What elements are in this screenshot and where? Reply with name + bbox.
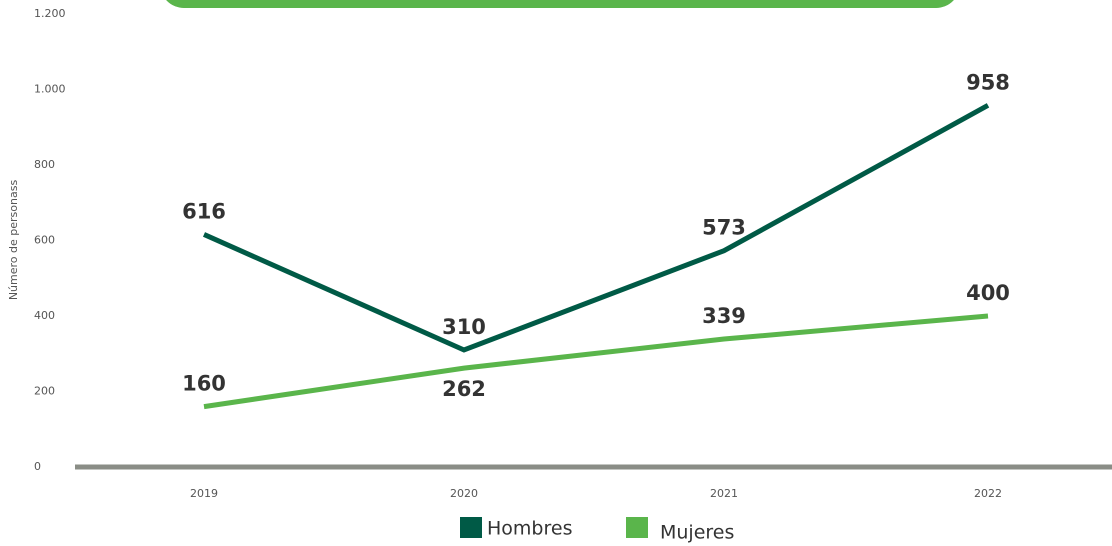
y-tick-label: 0 xyxy=(34,460,41,473)
data-label: 160 xyxy=(182,372,226,396)
legend-label: Mujeres xyxy=(660,522,734,544)
y-tick-label: 400 xyxy=(34,309,55,322)
x-tick-label: 2021 xyxy=(710,487,738,500)
banner xyxy=(166,0,954,8)
x-tick-label: 2019 xyxy=(190,487,218,500)
legend-swatch xyxy=(626,517,648,538)
y-tick-label: 1.000 xyxy=(34,83,66,96)
data-label: 262 xyxy=(442,377,486,401)
legend-swatch xyxy=(460,517,482,538)
data-label: 616 xyxy=(182,199,226,223)
y-axis-label: Número de personass xyxy=(7,180,20,301)
x-tick-label: 2022 xyxy=(974,487,1002,500)
data-label: 339 xyxy=(702,304,746,328)
legend-label: Hombres xyxy=(487,518,572,540)
data-label: 310 xyxy=(442,315,486,339)
y-tick-label: 200 xyxy=(34,385,55,398)
data-label: 400 xyxy=(966,281,1010,305)
y-tick-label: 800 xyxy=(34,158,55,171)
y-tick-label: 600 xyxy=(34,234,55,247)
line-series xyxy=(202,103,990,353)
line-series xyxy=(203,313,989,410)
data-label: 958 xyxy=(966,70,1010,94)
x-tick-label: 2020 xyxy=(450,487,478,500)
data-label: 573 xyxy=(702,216,746,240)
y-tick-label: 1.200 xyxy=(34,7,66,20)
